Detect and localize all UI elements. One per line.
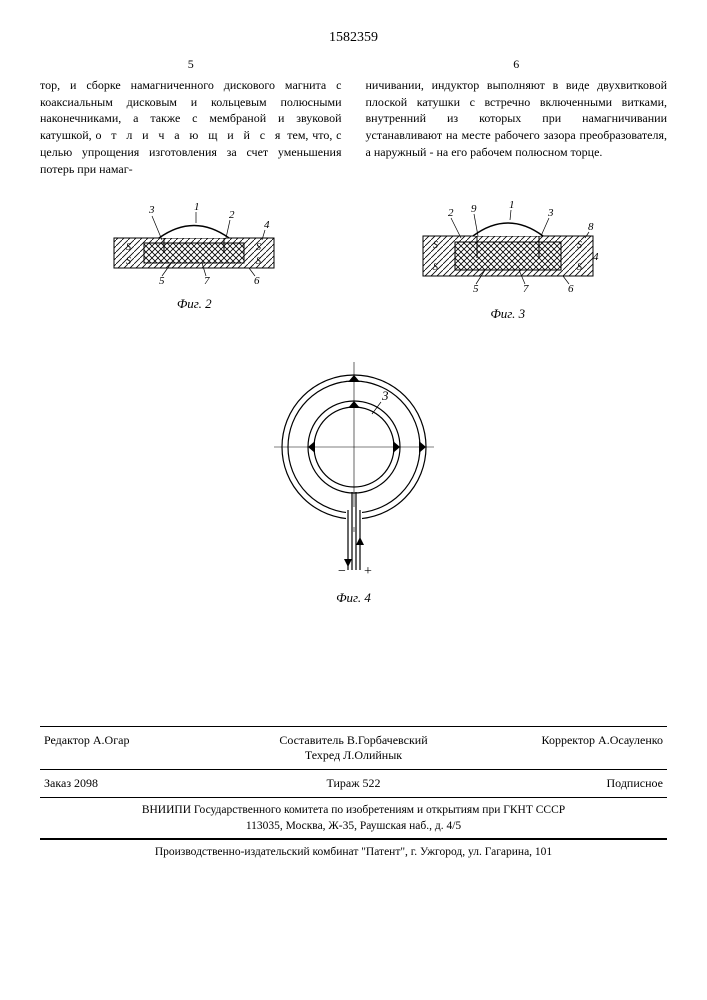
corrector-cell: Корректор А.Осауленко	[458, 731, 667, 765]
svg-text:S: S	[256, 256, 261, 267]
svg-text:3: 3	[148, 204, 155, 216]
svg-text:1: 1	[509, 199, 515, 211]
svg-text:7: 7	[523, 283, 529, 295]
svg-text:2: 2	[229, 209, 235, 221]
svg-text:9: 9	[471, 203, 477, 215]
compiler: Составитель В.Горбачевский	[279, 733, 427, 748]
figure-4: − + 3 Фиг. 4	[40, 352, 667, 606]
figure-3: S S S S 2 9 1 3 8 4 5 7 6	[413, 198, 603, 322]
svg-text:S: S	[126, 256, 131, 267]
org-name: ВНИИПИ Государственного комитета по изоб…	[142, 804, 565, 816]
svg-text:S: S	[433, 262, 438, 273]
svg-text:5: 5	[159, 275, 165, 287]
svg-text:S: S	[577, 262, 582, 273]
text-columns: 5 тор, и сборке намагниченного дискового…	[40, 56, 667, 178]
credits-row-1: Редактор А.Огар Составитель В.Горбачевск…	[40, 727, 667, 770]
figure-4-label: Фиг. 4	[40, 590, 667, 606]
svg-text:S: S	[433, 240, 438, 251]
svg-text:−: −	[338, 564, 346, 579]
figure-3-svg: S S S S 2 9 1 3 8 4 5 7 6	[413, 198, 603, 298]
credits-row-2: Заказ 2098 Тираж 522 Подписное	[40, 770, 667, 798]
col-num-right: 6	[366, 56, 668, 73]
svg-text:3: 3	[547, 207, 554, 219]
svg-text:4: 4	[593, 251, 599, 263]
techred: Техред Л.Олийнык	[305, 748, 402, 763]
order-cell: Заказ 2098	[40, 774, 249, 793]
col-text-right: ничивании, индуктор выполняют в виде дву…	[366, 77, 668, 161]
svg-text:5: 5	[473, 283, 479, 295]
podpisnoe-cell: Подписное	[458, 774, 667, 793]
printer-line: Производственно-издательский комбинат "П…	[40, 839, 667, 864]
svg-text:S: S	[577, 240, 582, 251]
svg-text:+: +	[364, 564, 372, 579]
svg-text:4: 4	[264, 219, 270, 231]
svg-text:8: 8	[588, 221, 594, 233]
col1-spaced: о т л и ч а ю щ и й с я	[95, 128, 283, 142]
svg-text:7: 7	[204, 275, 210, 287]
column-right: 6 ничивании, индуктор выполняют в виде д…	[366, 56, 668, 178]
svg-text:S: S	[126, 242, 131, 253]
svg-text:6: 6	[568, 283, 574, 295]
figure-4-svg: − + 3	[254, 352, 454, 582]
editor-cell: Редактор А.Огар	[40, 731, 249, 765]
tirazh-cell: Тираж 522	[249, 774, 458, 793]
compiler-techred-cell: Составитель В.Горбачевский Техред Л.Олий…	[249, 731, 458, 765]
figures-row: S S S S 3 1 2 4 5	[40, 198, 667, 322]
svg-text:S: S	[256, 242, 261, 253]
figure-3-label: Фиг. 3	[413, 306, 603, 322]
figure-2-label: Фиг. 2	[104, 296, 284, 312]
credits-org: ВНИИПИ Государственного комитета по изоб…	[40, 798, 667, 839]
column-left: 5 тор, и сборке намагниченного дискового…	[40, 56, 342, 178]
svg-text:1: 1	[194, 201, 200, 213]
col-num-left: 5	[40, 56, 342, 73]
figure-2: S S S S 3 1 2 4 5	[104, 198, 284, 322]
document-number: 1582359	[40, 30, 667, 46]
credits-block: Редактор А.Огар Составитель В.Горбачевск…	[40, 726, 667, 839]
org-address: 113035, Москва, Ж-35, Раушская наб., д. …	[246, 820, 461, 832]
col-text-left: тор, и сборке намагниченного дискового м…	[40, 77, 342, 178]
svg-text:3: 3	[381, 388, 389, 403]
svg-text:6: 6	[254, 275, 260, 287]
figure-2-svg: S S S S 3 1 2 4 5	[104, 198, 284, 288]
svg-text:2: 2	[448, 207, 454, 219]
